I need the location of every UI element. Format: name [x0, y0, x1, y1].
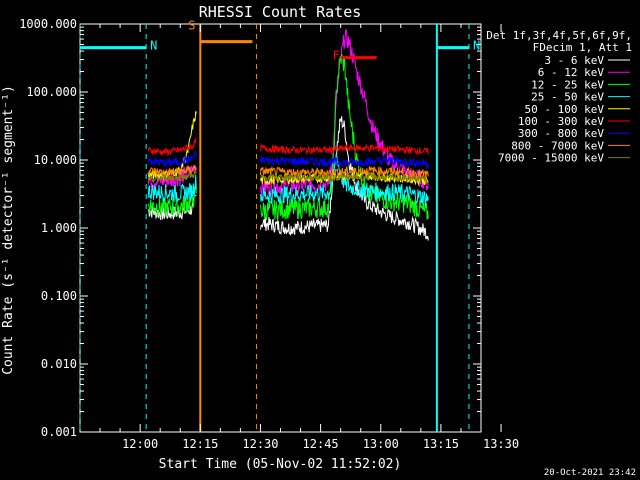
legend: Det 1f,3f,4f,5f,6f,9f, FDecim 1, Att 1 3…: [486, 29, 632, 165]
x-tick-label: 13:00: [363, 437, 399, 451]
series-line-800-7000keV: [260, 165, 429, 180]
series-line-800-7000keV: [147, 164, 197, 177]
x-tick-label: 12:45: [303, 437, 339, 451]
y-tick-label: 0.100: [41, 289, 77, 303]
legend-entry-label: 25 - 50 keV: [531, 91, 604, 104]
y-axis-label: Count Rate (s⁻¹ detector⁻¹ segment⁻¹): [1, 85, 16, 375]
legend-entry-label: 3 - 6 keV: [544, 54, 604, 67]
series-line-25-50keV: [147, 174, 197, 203]
y-tick-label: 0.010: [41, 357, 77, 371]
series-line-12-25keV: [147, 184, 197, 217]
plot-area: N N S F: [79, 19, 482, 433]
annotation-label: N: [150, 39, 157, 53]
series-line-7000-15000keV: [147, 169, 197, 183]
x-tick-label: 12:00: [122, 437, 158, 451]
series-line-7000-15000keV: [260, 172, 429, 184]
y-tick-label: 1000.000: [19, 17, 77, 31]
legend-entry-label: 12 - 25 keV: [531, 78, 604, 91]
series-line-100-300keV: [260, 143, 429, 156]
y-tick-label: 0.001: [41, 425, 77, 439]
x-tick-label: 12:30: [242, 437, 278, 451]
x-axis-ticks: 12:00 12:15 12:30 12:45 13:00 13:15 13:30: [99, 24, 519, 451]
chart-title: RHESSI Count Rates: [199, 3, 362, 21]
legend-entry-label: 300 - 800 keV: [518, 127, 604, 140]
x-tick-label: 12:15: [182, 437, 218, 451]
y-axis-ticks: 0.001 0.010 0.100 1.000 10.000 100.000 1000.00…: [19, 17, 481, 439]
timestamp: 20-Oct-2021 23:42: [544, 468, 636, 478]
x-tick-label: 13:15: [423, 437, 459, 451]
y-tick-label: 10.000: [34, 153, 77, 167]
legend-entry-label: 800 - 7000 keV: [511, 139, 604, 152]
series-line-300-800keV: [147, 150, 197, 168]
annotation-label: S: [188, 19, 195, 33]
legend-entry-label: 7000 - 15000 keV: [498, 152, 604, 165]
y-tick-label: 1.000: [41, 221, 77, 235]
legend-header-line-2: FDecim 1, Att 1: [533, 41, 632, 54]
series-line-300-800keV: [260, 156, 429, 169]
series-line-3-6keV: [260, 116, 429, 241]
annotation-label: F: [333, 49, 340, 63]
annotation-label: N: [473, 39, 480, 53]
x-axis-label: Start Time (05-Nov-02 11:52:02): [159, 457, 402, 472]
x-tick-label: 13:30: [483, 437, 519, 451]
legend-entry-label: 6 - 12 keV: [538, 66, 605, 79]
series-line-3-6keV: [147, 194, 197, 221]
legend-entry-label: 100 - 300 keV: [518, 115, 604, 128]
legend-entry-label: 50 - 100 keV: [525, 103, 605, 116]
y-tick-label: 100.000: [26, 85, 77, 99]
series-line-100-300keV: [147, 137, 197, 157]
legend-header-line-1: Det 1f,3f,4f,5f,6f,9f,: [486, 29, 632, 42]
